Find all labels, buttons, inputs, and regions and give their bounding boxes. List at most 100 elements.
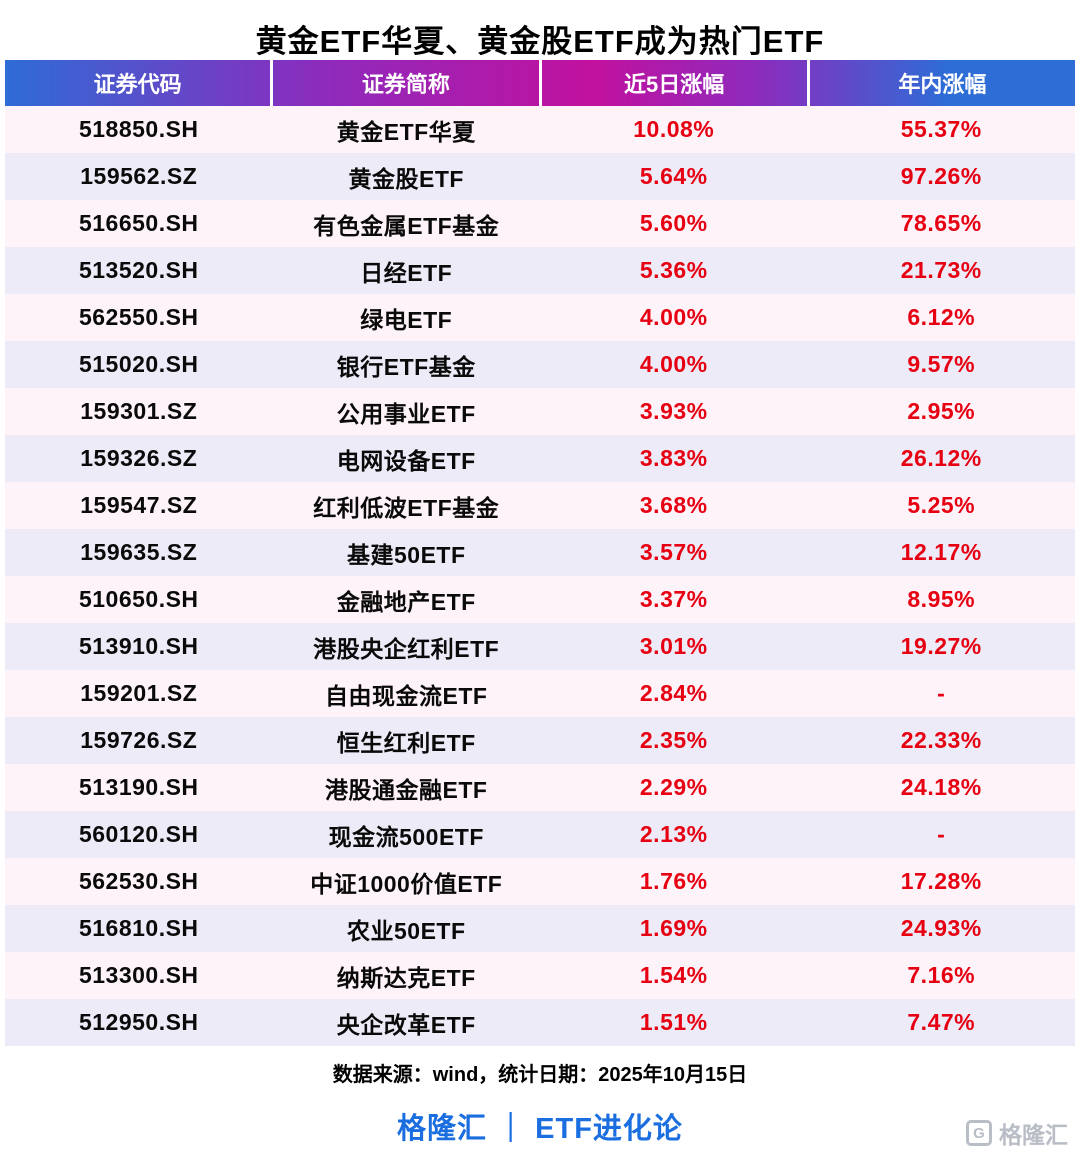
- ytd-change-cell: 22.33%: [900, 727, 982, 753]
- header-security-name: 证券简称: [270, 60, 538, 106]
- ytd-change-cell: -: [937, 680, 946, 706]
- security-code-cell: 159301.SZ: [80, 398, 198, 424]
- security-name-cell: 基建50ETF: [346, 541, 466, 568]
- ytd-change-cell: 9.57%: [907, 351, 976, 377]
- data-source-note: 数据来源：wind，统计日期：2025年10月15日: [332, 1064, 748, 1086]
- security-code-cell: 513910.SH: [78, 633, 199, 659]
- security-name-cell: 金融地产ETF: [336, 588, 476, 615]
- five-day-change-cell: 2.13%: [639, 821, 708, 847]
- five-day-change-cell: 4.00%: [639, 304, 708, 330]
- five-day-change-cell: 2.29%: [639, 774, 708, 800]
- ytd-change-cell: 24.93%: [900, 915, 982, 941]
- security-name-cell: 黄金股ETF: [348, 165, 464, 192]
- security-code-cell: 513520.SH: [78, 257, 199, 283]
- brand-line: 格隆汇 ｜ ETF进化论: [397, 1113, 683, 1145]
- header-security-code: 证券代码: [93, 72, 182, 97]
- table-row: 516650.SH 有色金属ETF基金 5.60% 78.65%: [5, 200, 1075, 247]
- security-code-cell: 159326.SZ: [80, 445, 198, 471]
- table-row: 513520.SH 日经ETF 5.36% 21.73%: [5, 247, 1075, 294]
- security-name-cell: 银行ETF基金: [336, 353, 476, 380]
- five-day-change-cell: 3.37%: [639, 586, 708, 612]
- table-row: 516810.SH 农业50ETF 1.69% 24.93%: [5, 905, 1075, 952]
- five-day-change-cell: 1.76%: [639, 868, 708, 894]
- five-day-change-cell: 4.00%: [639, 351, 708, 377]
- five-day-change-cell: 3.83%: [639, 445, 708, 471]
- security-name-cell: 中证1000价值ETF: [310, 870, 503, 897]
- five-day-change-cell: 3.68%: [639, 492, 708, 518]
- security-name-cell: 纳斯达克ETF: [336, 964, 476, 991]
- security-name-cell: 农业50ETF: [346, 917, 466, 944]
- security-code-cell: 518850.SH: [78, 116, 199, 142]
- five-day-change-cell: 1.51%: [639, 1009, 708, 1035]
- security-code-cell: 159562.SZ: [80, 163, 198, 189]
- security-name-cell: 绿电ETF: [360, 306, 453, 333]
- security-code-cell: 516650.SH: [78, 210, 199, 236]
- five-day-change-cell: 2.35%: [639, 727, 708, 753]
- table-row: 159562.SZ 黄金股ETF 5.64% 97.26%: [5, 153, 1075, 200]
- table-row: 159201.SZ 自由现金流ETF 2.84% -: [5, 670, 1075, 717]
- ytd-change-cell: 21.73%: [900, 257, 982, 283]
- ytd-change-cell: 12.17%: [900, 539, 982, 565]
- security-code-cell: 159547.SZ: [80, 492, 198, 518]
- security-name-cell: 日经ETF: [360, 259, 453, 286]
- security-code-cell: 562550.SH: [78, 304, 199, 330]
- security-name-cell: 自由现金流ETF: [325, 682, 488, 709]
- five-day-change-cell: 1.69%: [639, 915, 708, 941]
- security-code-cell: 513190.SH: [78, 774, 199, 800]
- security-code-cell: 516810.SH: [78, 915, 199, 941]
- five-day-change-cell: 1.54%: [639, 962, 708, 988]
- ytd-change-cell: 19.27%: [900, 633, 982, 659]
- security-name-cell: 现金流500ETF: [328, 823, 484, 850]
- table-header-row: 证券代码 证券简称 近5日涨幅 年内涨幅: [5, 60, 1075, 106]
- ytd-change-cell: 55.37%: [900, 116, 982, 142]
- security-name-cell: 电网设备ETF: [336, 447, 476, 474]
- security-code-cell: 515020.SH: [78, 351, 199, 377]
- security-name-cell: 恒生红利ETF: [336, 729, 476, 756]
- ytd-change-cell: 7.16%: [907, 962, 976, 988]
- five-day-change-cell: 3.93%: [639, 398, 708, 424]
- ytd-change-cell: 78.65%: [900, 210, 982, 236]
- security-code-cell: 159726.SZ: [80, 727, 198, 753]
- security-name-cell: 有色金属ETF基金: [313, 212, 500, 239]
- table-row: 159301.SZ 公用事业ETF 3.93% 2.95%: [5, 388, 1075, 435]
- ytd-change-cell: 97.26%: [900, 163, 982, 189]
- five-day-change-cell: 5.64%: [639, 163, 708, 189]
- table-body: 518850.SH 黄金ETF华夏 10.08% 55.37% 159562.SZ 黄金股…: [5, 106, 1075, 1046]
- header-ytd-change: 年内涨幅: [806, 60, 1075, 106]
- ytd-change-cell: 17.28%: [900, 868, 982, 894]
- table-row: 560120.SH 现金流500ETF 2.13% -: [5, 811, 1075, 858]
- five-day-change-cell: 5.36%: [639, 257, 708, 283]
- five-day-change-cell: 3.57%: [639, 539, 708, 565]
- ytd-change-cell: 24.18%: [900, 774, 982, 800]
- security-code-cell: 159201.SZ: [80, 680, 198, 706]
- security-code-cell: 560120.SH: [78, 821, 199, 847]
- page-title: 黄金ETF华夏、黄金股ETF成为热门ETF: [255, 24, 825, 59]
- ytd-change-cell: 5.25%: [907, 492, 976, 518]
- security-name-cell: 央企改革ETF: [336, 1011, 476, 1038]
- security-code-cell: 159635.SZ: [80, 539, 198, 565]
- table-row: 513910.SH 港股央企红利ETF 3.01% 19.27%: [5, 623, 1075, 670]
- etf-table: 证券代码 证券简称 近5日涨幅 年内涨幅 518850.SH 黄金ETF华夏 10.…: [5, 60, 1075, 1046]
- table-row: 513190.SH 港股通金融ETF 2.29% 24.18%: [5, 764, 1075, 811]
- five-day-change-cell: 5.60%: [639, 210, 708, 236]
- table-row: 159547.SZ 红利低波ETF基金 3.68% 5.25%: [5, 482, 1075, 529]
- security-name-cell: 黄金ETF华夏: [336, 118, 476, 145]
- ytd-change-cell: -: [937, 821, 946, 847]
- table-row: 510650.SH 金融地产ETF 3.37% 8.95%: [5, 576, 1075, 623]
- security-code-cell: 513300.SH: [78, 962, 199, 988]
- security-name-cell: 港股通金融ETF: [325, 776, 488, 803]
- table-row: 562530.SH 中证1000价值ETF 1.76% 17.28%: [5, 858, 1075, 905]
- ytd-change-cell: 2.95%: [907, 398, 976, 424]
- ytd-change-cell: 7.47%: [907, 1009, 976, 1035]
- table-row: 159726.SZ 恒生红利ETF 2.35% 22.33%: [5, 717, 1075, 764]
- table-row: 512950.SH 央企改革ETF 1.51% 7.47%: [5, 999, 1075, 1046]
- table-row: 513300.SH 纳斯达克ETF 1.54% 7.16%: [5, 952, 1075, 999]
- security-code-cell: 562530.SH: [78, 868, 199, 894]
- table-row: 518850.SH 黄金ETF华夏 10.08% 55.37%: [5, 106, 1075, 153]
- table-row: 562550.SH 绿电ETF 4.00% 6.12%: [5, 294, 1075, 341]
- five-day-change-cell: 2.84%: [639, 680, 708, 706]
- five-day-change-cell: 3.01%: [639, 633, 708, 659]
- table-row: 159326.SZ 电网设备ETF 3.83% 26.12%: [5, 435, 1075, 482]
- table-row: 159635.SZ 基建50ETF 3.57% 12.17%: [5, 529, 1075, 576]
- watermark: G 格隆汇: [966, 1116, 1068, 1150]
